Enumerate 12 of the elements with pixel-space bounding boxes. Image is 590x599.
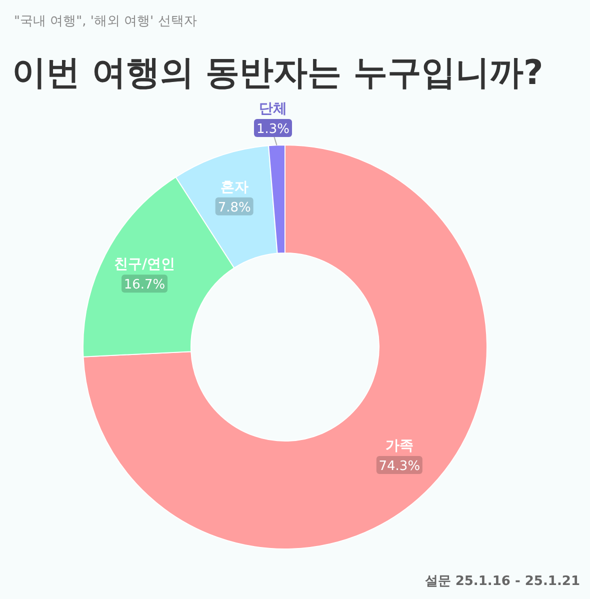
slice-label: 단체 <box>259 101 287 117</box>
chart-subtitle: "국내 여행", '해외 여행' 선택자 <box>14 14 197 29</box>
slice-label: 혼자 <box>220 179 248 196</box>
slice-label: 친구/연인 <box>114 256 176 273</box>
data-label: 74.3% <box>378 458 420 474</box>
data-label: 1.3% <box>256 122 290 137</box>
donut-slice <box>82 144 488 550</box>
data-label: 7.8% <box>218 200 251 216</box>
chart-title: 이번 여행의 동반자는 누구입니까? <box>12 53 544 93</box>
data-label: 16.7% <box>124 278 166 293</box>
slice-label: 가족 <box>385 438 414 454</box>
text: 설문 25.1.16 - 25.1.21 <box>424 574 580 589</box>
